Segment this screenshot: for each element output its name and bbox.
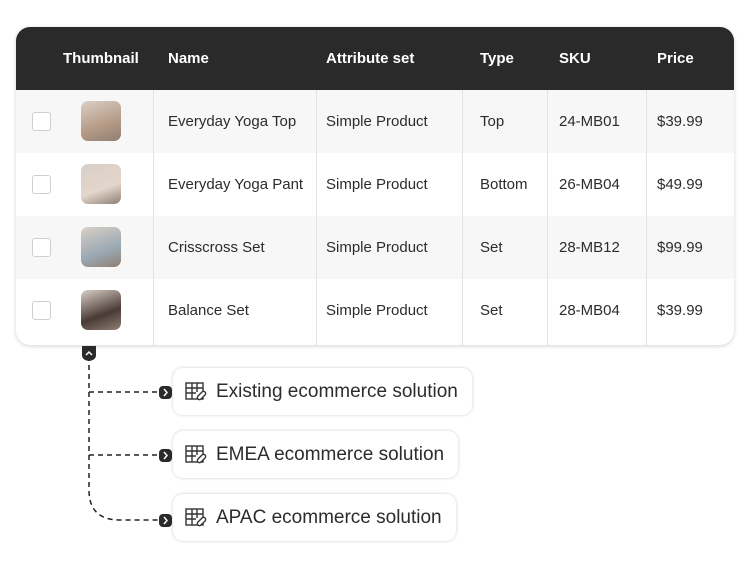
product-name: Crisscross Set (168, 239, 265, 256)
header-attribute-set[interactable]: Attribute set (326, 50, 415, 67)
row-checkbox[interactable] (32, 301, 51, 320)
header-sku[interactable]: SKU (559, 50, 591, 67)
table-row[interactable]: Balance Set Simple Product Set 28-MB04 $… (16, 279, 734, 342)
row-checkbox[interactable] (32, 175, 51, 194)
column-divider (547, 90, 548, 345)
product-type: Bottom (480, 176, 528, 193)
product-type: Set (480, 302, 503, 319)
table-link-icon (185, 381, 207, 400)
sku: 28-MB12 (559, 239, 620, 256)
header-price[interactable]: Price (657, 50, 694, 67)
chevron-right-icon (159, 449, 172, 462)
header-thumbnail[interactable]: Thumbnail (63, 50, 139, 67)
collapse-handle-icon[interactable] (82, 346, 96, 361)
product-thumbnail (81, 164, 121, 204)
header-type[interactable]: Type (480, 50, 514, 67)
attribute-set: Simple Product (326, 302, 428, 319)
column-divider (316, 90, 317, 345)
sku: 26-MB04 (559, 176, 620, 193)
product-type: Set (480, 239, 503, 256)
price: $99.99 (657, 239, 703, 256)
product-thumbnail (81, 290, 121, 330)
attribute-set: Simple Product (326, 113, 428, 130)
column-divider (646, 90, 647, 345)
sku: 28-MB04 (559, 302, 620, 319)
connection-item[interactable]: APAC ecommerce solution (173, 494, 456, 541)
connection-item[interactable]: EMEA ecommerce solution (173, 431, 459, 478)
header-name[interactable]: Name (168, 50, 209, 67)
price: $49.99 (657, 176, 703, 193)
attribute-set: Simple Product (326, 239, 428, 256)
product-thumbnail (81, 101, 121, 141)
price: $39.99 (657, 113, 703, 130)
product-name: Everyday Yoga Pant (168, 176, 304, 193)
product-thumbnail (81, 227, 121, 267)
product-type: Top (480, 113, 505, 130)
row-checkbox[interactable] (32, 238, 51, 257)
table-header: Thumbnail Name Attribute set Type SKU Pr… (16, 27, 734, 90)
table-link-icon (185, 444, 207, 463)
chevron-right-icon (159, 386, 172, 399)
price: $39.99 (657, 302, 703, 319)
sku: 24-MB01 (559, 113, 620, 130)
chevron-right-icon (159, 514, 172, 527)
product-name: Everyday Yoga Top (168, 113, 297, 130)
product-table: Thumbnail Name Attribute set Type SKU Pr… (16, 27, 734, 345)
table-row[interactable]: Everyday Yoga Pant Simple Product Bottom… (16, 153, 734, 216)
row-checkbox[interactable] (32, 112, 51, 131)
table-row[interactable]: Crisscross Set Simple Product Set 28-MB1… (16, 216, 734, 279)
attribute-set: Simple Product (326, 176, 428, 193)
connection-item[interactable]: Existing ecommerce solution (173, 368, 472, 415)
product-name: Balance Set (168, 302, 249, 319)
connection-label: Existing ecommerce solution (216, 380, 458, 402)
table-row[interactable]: Everyday Yoga Top Simple Product Top 24-… (16, 90, 734, 153)
connection-label: APAC ecommerce solution (216, 506, 442, 528)
connection-label: EMEA ecommerce solution (216, 443, 445, 465)
table-link-icon (185, 507, 207, 526)
column-divider (153, 90, 154, 345)
column-divider (462, 90, 463, 345)
